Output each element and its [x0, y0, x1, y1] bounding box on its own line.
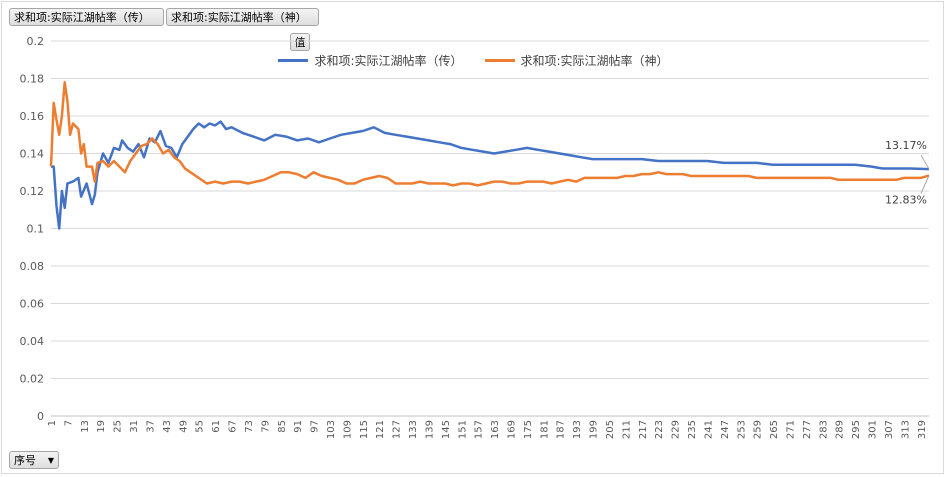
- x-tick-label: 223: [654, 420, 665, 439]
- series-line-1: [51, 120, 930, 230]
- x-tick-label: 1: [47, 420, 58, 426]
- x-tick-label: 295: [851, 420, 862, 439]
- x-tick-label: 169: [507, 420, 518, 439]
- data-label-leader: [920, 154, 930, 170]
- x-tick-label: 247: [720, 420, 731, 439]
- x-tick-label: 217: [638, 420, 649, 439]
- x-tick-label: 55: [195, 420, 206, 433]
- x-tick-label: 193: [572, 420, 583, 439]
- y-tick-label: 0.04: [20, 335, 45, 348]
- y-tick-label: 0.08: [20, 260, 45, 273]
- x-tick-label: 127: [392, 420, 403, 439]
- x-tick-label: 211: [621, 420, 632, 439]
- x-tick-label: 151: [457, 420, 468, 439]
- x-tick-label: 283: [818, 420, 829, 439]
- data-label-2: 12.83%: [885, 193, 927, 206]
- x-tick-label: 271: [786, 420, 797, 439]
- x-tick-label: 241: [703, 420, 714, 439]
- x-tick-label: 199: [589, 420, 600, 439]
- x-tick-label: 319: [917, 420, 928, 439]
- legend-item-series-1[interactable]: 求和项:实际江湖帖率（传）: [278, 52, 463, 69]
- y-tick-label: 0.14: [20, 148, 45, 161]
- x-tick-label: 163: [490, 420, 501, 439]
- x-tick-label: 187: [556, 420, 567, 439]
- x-tick-label: 259: [753, 420, 764, 439]
- x-tick-label: 265: [769, 420, 780, 439]
- x-tick-label: 19: [96, 420, 107, 433]
- legend-item-series-2[interactable]: 求和项:实际江湖帖率（神）: [484, 52, 669, 69]
- x-tick-label: 37: [145, 420, 156, 433]
- x-tick-label: 49: [178, 420, 189, 433]
- x-tick-label: 61: [211, 420, 222, 433]
- x-tick-label: 73: [244, 420, 255, 433]
- x-tick-label: 79: [260, 420, 271, 433]
- x-tick-label: 277: [802, 420, 813, 439]
- x-tick-label: 25: [113, 420, 124, 433]
- x-tick-label: 289: [835, 420, 846, 439]
- x-tick-label: 157: [474, 420, 485, 439]
- y-tick-label: 0.18: [20, 73, 45, 86]
- x-tick-label: 133: [408, 420, 419, 439]
- legend-swatch-series-1: [278, 59, 309, 62]
- x-tick-label: 253: [736, 420, 747, 439]
- y-tick-label: 0.12: [20, 185, 45, 198]
- x-tick-label: 175: [523, 420, 534, 439]
- y-tick-label: 0.1: [27, 223, 45, 236]
- data-label-1: 13.17%: [885, 139, 927, 152]
- x-tick-label: 97: [310, 420, 321, 433]
- x-tick-label: 301: [868, 420, 879, 439]
- x-tick-label: 91: [293, 420, 304, 433]
- x-tick-label: 181: [539, 420, 550, 439]
- x-tick-label: 85: [277, 420, 288, 433]
- y-tick-label: 0.2: [27, 35, 45, 48]
- x-tick-label: 307: [884, 420, 895, 439]
- x-tick-label: 121: [375, 420, 386, 439]
- x-tick-label: 235: [687, 420, 698, 439]
- axis-field-button[interactable]: 序号 ▼: [9, 451, 59, 469]
- x-tick-label: 7: [63, 420, 74, 426]
- x-tick-label: 67: [228, 420, 239, 433]
- x-tick-label: 31: [129, 420, 140, 433]
- x-tick-label: 109: [342, 420, 353, 439]
- x-tick-label: 205: [605, 420, 616, 439]
- series-line-2: [49, 81, 930, 187]
- x-tick-label: 139: [424, 420, 435, 439]
- legend-swatch-series-2: [484, 59, 515, 62]
- x-tick-label: 145: [441, 420, 452, 439]
- data-label-leader: [920, 175, 930, 194]
- x-tick-label: 13: [80, 420, 91, 433]
- x-tick-label: 229: [671, 420, 682, 439]
- legend-label-series-1: 求和项:实际江湖帖率（传）: [314, 54, 463, 68]
- y-tick-label: 0: [37, 410, 44, 423]
- values-field-button[interactable]: 值: [290, 33, 310, 51]
- x-tick-label: 103: [326, 420, 337, 439]
- legend-label-series-2: 求和项:实际江湖帖率（神）: [520, 54, 669, 68]
- y-tick-label: 0.16: [20, 110, 45, 123]
- y-tick-label: 0.02: [20, 373, 45, 386]
- chart-legend: 求和项:实际江湖帖率（传） 求和项:实际江湖帖率（神）: [0, 52, 947, 69]
- x-tick-label: 115: [359, 420, 370, 439]
- x-tick-label: 43: [162, 420, 173, 433]
- y-tick-label: 0.06: [20, 298, 45, 311]
- chevron-down-icon[interactable]: ▼: [47, 456, 54, 465]
- x-tick-label: 313: [900, 420, 911, 439]
- axis-field-label: 序号: [14, 454, 36, 467]
- series-1-field-button[interactable]: 求和项:实际江湖帖率（传）: [9, 8, 164, 26]
- series-2-field-button[interactable]: 求和项:实际江湖帖率（神）: [166, 8, 319, 26]
